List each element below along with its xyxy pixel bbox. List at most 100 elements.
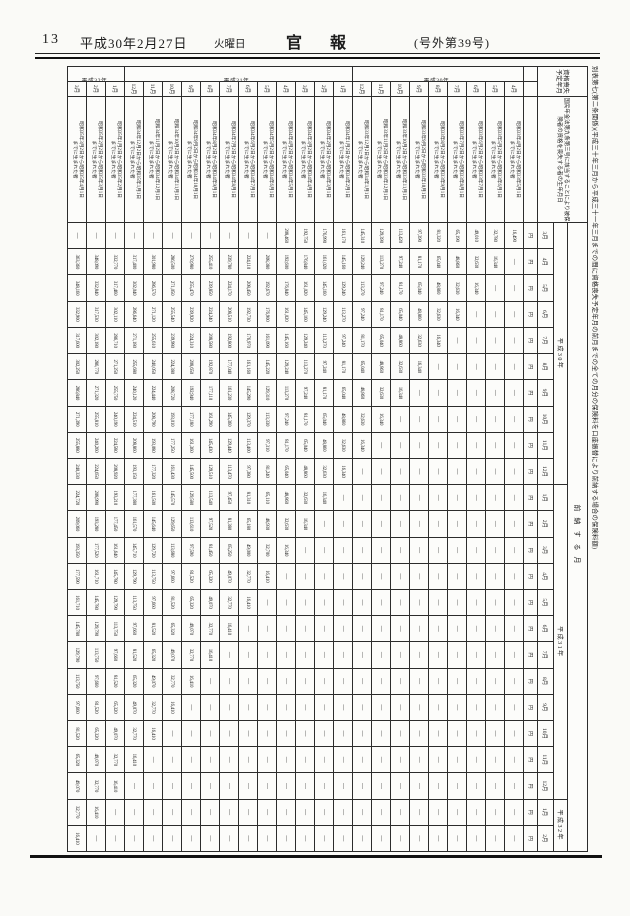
month-header: 10月 [537, 406, 554, 433]
gazette-date: 平成30年2月27日 [80, 36, 188, 51]
table-cell: 97,240 [390, 248, 410, 275]
table-cell-dash: — [143, 772, 163, 800]
table-cell-dash: — [390, 537, 410, 564]
table-cell: 129,440 [219, 432, 239, 459]
table-cell: 129,650 [162, 510, 182, 538]
table-cell-dash: — [333, 615, 353, 642]
table-cell: 16,410 [67, 825, 87, 852]
table-cell: 81,320 [428, 222, 448, 249]
table-cell: 176,840 [295, 248, 315, 275]
table-cell-dash: — [352, 746, 372, 773]
table-cell-dash: — [333, 668, 353, 695]
table-cell-dash: — [485, 825, 505, 852]
table-cell: 49,000 [238, 537, 258, 564]
table-cell: 16,410 [143, 720, 163, 747]
table-cell: 48,860 [371, 353, 391, 380]
table-cell: 113,750 [143, 563, 163, 590]
table-cell-dash: — [371, 615, 391, 642]
table-cell-dash: — [409, 379, 429, 406]
table-cell-dash: — [428, 694, 448, 721]
table-cell-dash: — [409, 668, 429, 695]
table-cell: 317,460 [105, 274, 125, 302]
table-cell: 129,310 [257, 379, 277, 406]
table-cell-dash: — [238, 222, 258, 249]
table-cell-dash: — [485, 353, 505, 380]
table-cell-dash: — [504, 615, 524, 642]
table-cell-dash: — [447, 537, 467, 564]
table-cell-dash: — [485, 772, 505, 800]
table-cell-dash: — [485, 406, 505, 433]
table-cell: 224,380 [162, 353, 182, 380]
table-cell: 32,630 [466, 248, 486, 275]
table-cell-dash: — [428, 406, 448, 433]
table-cell-dash: — [86, 825, 106, 852]
unit-cell: 円 [523, 458, 538, 485]
table-cell-dash: — [124, 772, 144, 800]
table-cell: 129,790 [86, 615, 106, 642]
loss-month-cell: 1月 [105, 81, 125, 97]
page-number: 13 [42, 32, 60, 47]
table-cell-dash: — [409, 694, 429, 721]
table-cell: 97,240 [371, 274, 391, 302]
table-cell-dash: — [276, 641, 296, 669]
table-cell: 208,860 [124, 432, 144, 459]
month-header: 12月 [537, 772, 554, 800]
table-cell: 240,330 [67, 458, 87, 485]
month-header: 12月 [537, 458, 554, 485]
table-cell: 32,770 [67, 799, 87, 826]
table-cell: 161,500 [143, 484, 163, 511]
table-cell-dash: — [447, 379, 467, 406]
table-cell: 145,360 [219, 406, 239, 433]
table-cell-dash: — [428, 799, 448, 826]
loss-month-cell: 5月 [257, 81, 277, 97]
table-cell-dash: — [295, 641, 315, 669]
loss-month-cell: 7月 [447, 81, 467, 97]
table-cell-dash: — [409, 799, 429, 826]
table-cell-dash: — [257, 799, 277, 826]
table-cell: 240,120 [124, 379, 144, 406]
loss-month-cell: 10月 [390, 81, 410, 97]
table-cell-dash: — [257, 772, 277, 800]
table-cell-dash: — [314, 772, 334, 800]
table-cell: 145,430 [200, 432, 220, 459]
unit-cell: 円 [523, 406, 538, 433]
table-cell-dash: — [390, 458, 410, 485]
month-header: 11月 [537, 746, 554, 773]
table-cell: 81,520 [67, 720, 87, 747]
table-cell: 161,710 [86, 563, 106, 590]
unit-cell: 円 [523, 563, 538, 590]
unit-cell: 円 [523, 720, 538, 747]
month-header: 8月 [537, 353, 554, 380]
table-cell: 302,180 [86, 327, 106, 354]
loss-month-cell: 12月 [124, 81, 144, 97]
table-cell: 193,350 [67, 537, 87, 564]
table-cell: 32,770 [105, 746, 125, 773]
table-cell-dash: — [371, 432, 391, 459]
birthdate-cell: 昭和34年12月2日から昭和35年1月1日 までに生まれた者 [124, 96, 144, 223]
table-cell-dash: — [181, 799, 201, 826]
table-cell: 317,400 [124, 248, 144, 275]
table-cell-dash: — [485, 510, 505, 538]
unit-cell: 円 [523, 694, 538, 721]
table-cell-dash: — [504, 432, 524, 459]
table-cell: 145,160 [314, 274, 334, 302]
birthdate-cell: 昭和34年7月2日から昭和34年8月1日 までに生まれた者 [219, 96, 239, 223]
table-cell-dash: — [371, 772, 391, 800]
table-cell-dash: — [200, 799, 220, 826]
table-cell: 286,500 [162, 248, 182, 275]
table-cell: 271,180 [124, 327, 144, 354]
month-header: 5月 [537, 589, 554, 616]
table-cell: 81,170 [295, 406, 315, 433]
table-cell: 81,380 [219, 510, 239, 538]
table-cell-dash: — [485, 484, 505, 511]
loss-month-cell: 3月 [67, 81, 87, 97]
table-cell: 348,160 [67, 274, 87, 302]
table-cell-dash: — [314, 510, 334, 538]
table-cell: 145,780 [67, 615, 87, 642]
table-cell: 271,120 [143, 301, 163, 328]
table-cell: 32,770 [162, 668, 182, 695]
month-header: 7月 [537, 327, 554, 354]
table-cell: 208,650 [181, 353, 201, 380]
birthdate-cell: 昭和34年8月2日から昭和34年9月1日 までに生まれた者 [200, 96, 220, 223]
birthdate-cell: 昭和34年11月2日から昭和34年12月1日 までに生まれた者 [143, 96, 163, 223]
